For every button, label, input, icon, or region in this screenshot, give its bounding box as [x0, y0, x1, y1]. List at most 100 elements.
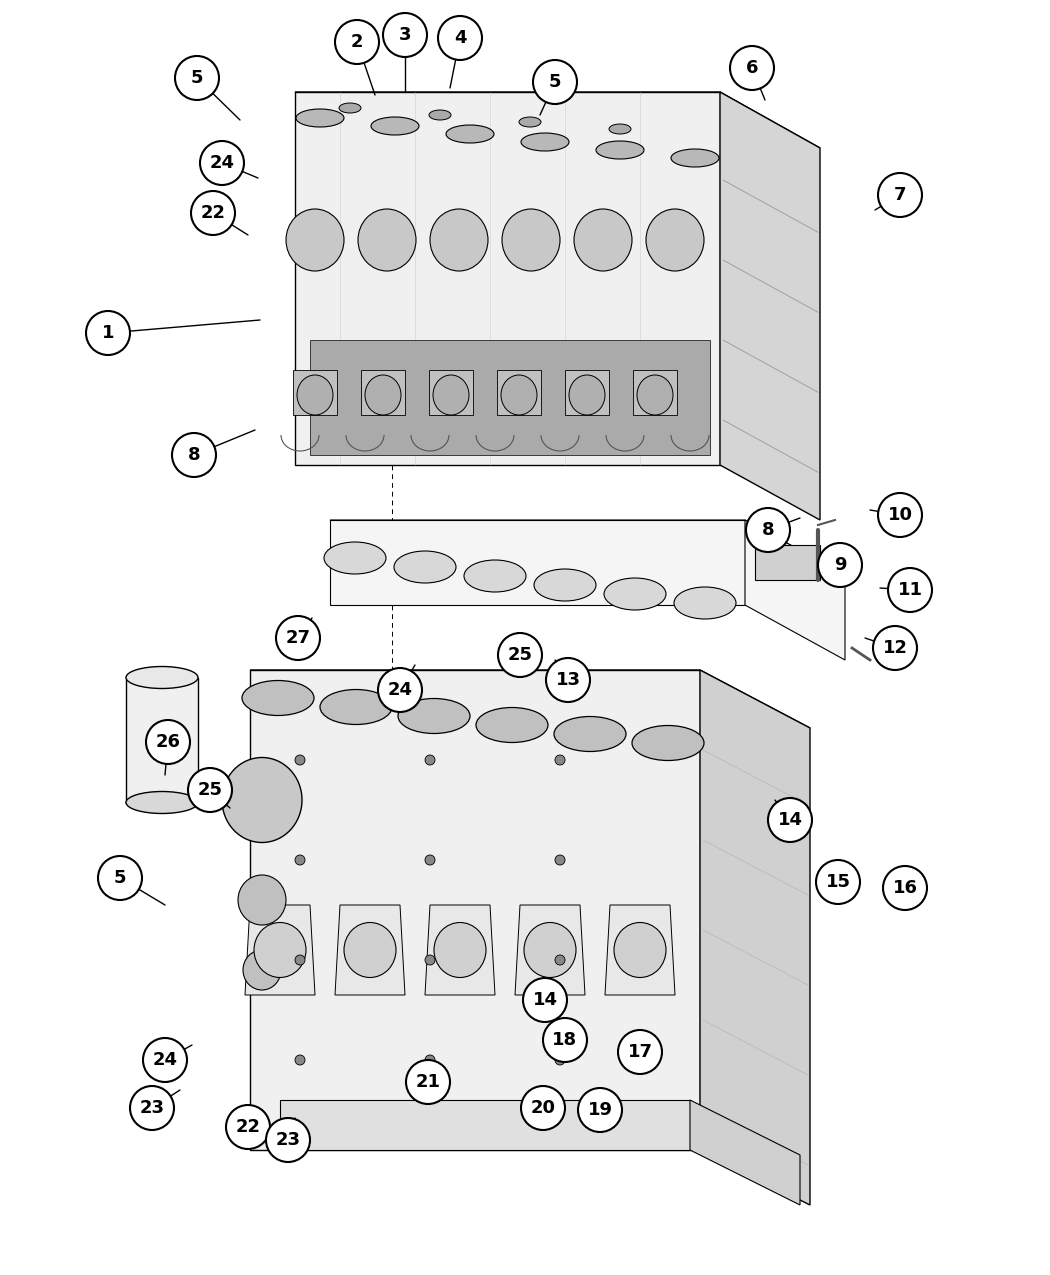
Text: 10: 10 — [887, 506, 912, 524]
Polygon shape — [514, 905, 585, 995]
Circle shape — [523, 978, 567, 1023]
Ellipse shape — [609, 124, 631, 134]
Ellipse shape — [243, 950, 281, 989]
Polygon shape — [330, 520, 845, 575]
Ellipse shape — [555, 955, 565, 965]
Ellipse shape — [464, 560, 526, 592]
Circle shape — [406, 1060, 450, 1104]
Text: 27: 27 — [286, 629, 311, 646]
Circle shape — [888, 567, 932, 612]
Ellipse shape — [425, 856, 435, 864]
Ellipse shape — [574, 209, 632, 272]
Ellipse shape — [222, 757, 302, 843]
Ellipse shape — [433, 375, 469, 414]
Ellipse shape — [365, 375, 401, 414]
Text: 14: 14 — [532, 991, 558, 1009]
Text: 3: 3 — [399, 26, 412, 45]
Polygon shape — [245, 905, 315, 995]
Text: 4: 4 — [454, 29, 466, 47]
Circle shape — [818, 543, 862, 586]
Text: 24: 24 — [387, 681, 413, 699]
Text: 8: 8 — [188, 446, 201, 464]
Circle shape — [175, 56, 219, 99]
Ellipse shape — [501, 375, 537, 414]
Circle shape — [878, 173, 922, 217]
Ellipse shape — [446, 125, 494, 143]
Circle shape — [883, 866, 927, 910]
Circle shape — [266, 1118, 310, 1162]
Text: 22: 22 — [235, 1118, 260, 1136]
Ellipse shape — [502, 209, 560, 272]
Polygon shape — [497, 370, 541, 414]
Text: 18: 18 — [552, 1031, 578, 1049]
Polygon shape — [565, 370, 609, 414]
Text: 23: 23 — [140, 1099, 165, 1117]
Ellipse shape — [398, 699, 470, 733]
Text: 26: 26 — [155, 733, 181, 751]
Polygon shape — [295, 92, 720, 465]
Polygon shape — [605, 905, 675, 995]
Ellipse shape — [296, 108, 344, 128]
Circle shape — [226, 1105, 270, 1149]
Text: 1: 1 — [102, 324, 114, 342]
Circle shape — [498, 632, 542, 677]
Circle shape — [191, 191, 235, 235]
Text: 7: 7 — [894, 186, 906, 204]
Ellipse shape — [320, 690, 392, 724]
Text: 11: 11 — [898, 581, 923, 599]
Ellipse shape — [126, 667, 198, 689]
Ellipse shape — [344, 923, 396, 978]
Circle shape — [546, 658, 590, 703]
Polygon shape — [330, 520, 746, 606]
Text: 15: 15 — [825, 873, 851, 891]
Circle shape — [873, 626, 917, 669]
Ellipse shape — [614, 923, 666, 978]
Ellipse shape — [242, 681, 314, 715]
Text: 8: 8 — [761, 521, 774, 539]
Text: 5: 5 — [191, 69, 204, 87]
Text: 22: 22 — [201, 204, 226, 222]
Polygon shape — [335, 905, 405, 995]
Circle shape — [730, 46, 774, 91]
Text: 6: 6 — [746, 59, 758, 76]
Text: 23: 23 — [275, 1131, 300, 1149]
Ellipse shape — [394, 551, 456, 583]
Ellipse shape — [476, 708, 548, 742]
Ellipse shape — [434, 923, 486, 978]
Polygon shape — [310, 340, 710, 455]
Text: 24: 24 — [210, 154, 234, 172]
Polygon shape — [746, 520, 845, 660]
Text: 14: 14 — [777, 811, 802, 829]
Text: 24: 24 — [152, 1051, 177, 1068]
Text: 21: 21 — [416, 1074, 441, 1091]
Text: 13: 13 — [555, 671, 581, 688]
Circle shape — [143, 1038, 187, 1082]
Ellipse shape — [295, 1054, 304, 1065]
Circle shape — [438, 17, 482, 60]
Polygon shape — [280, 1100, 690, 1150]
Text: 2: 2 — [351, 33, 363, 51]
Circle shape — [618, 1030, 662, 1074]
Text: 12: 12 — [882, 639, 907, 657]
Circle shape — [543, 1017, 587, 1062]
Polygon shape — [755, 544, 820, 580]
Polygon shape — [425, 905, 495, 995]
Ellipse shape — [295, 955, 304, 965]
Ellipse shape — [534, 569, 596, 601]
Text: 16: 16 — [892, 878, 918, 898]
Polygon shape — [295, 92, 820, 148]
Ellipse shape — [555, 1054, 565, 1065]
Ellipse shape — [429, 110, 452, 120]
Circle shape — [768, 798, 812, 842]
Text: 19: 19 — [588, 1102, 612, 1119]
Circle shape — [533, 60, 578, 105]
Ellipse shape — [295, 856, 304, 864]
Ellipse shape — [555, 755, 565, 765]
Bar — [126, 677, 198, 802]
Text: 20: 20 — [530, 1099, 555, 1117]
Circle shape — [335, 20, 379, 64]
Circle shape — [383, 13, 427, 57]
Ellipse shape — [604, 578, 666, 609]
Circle shape — [188, 768, 232, 812]
Ellipse shape — [425, 955, 435, 965]
